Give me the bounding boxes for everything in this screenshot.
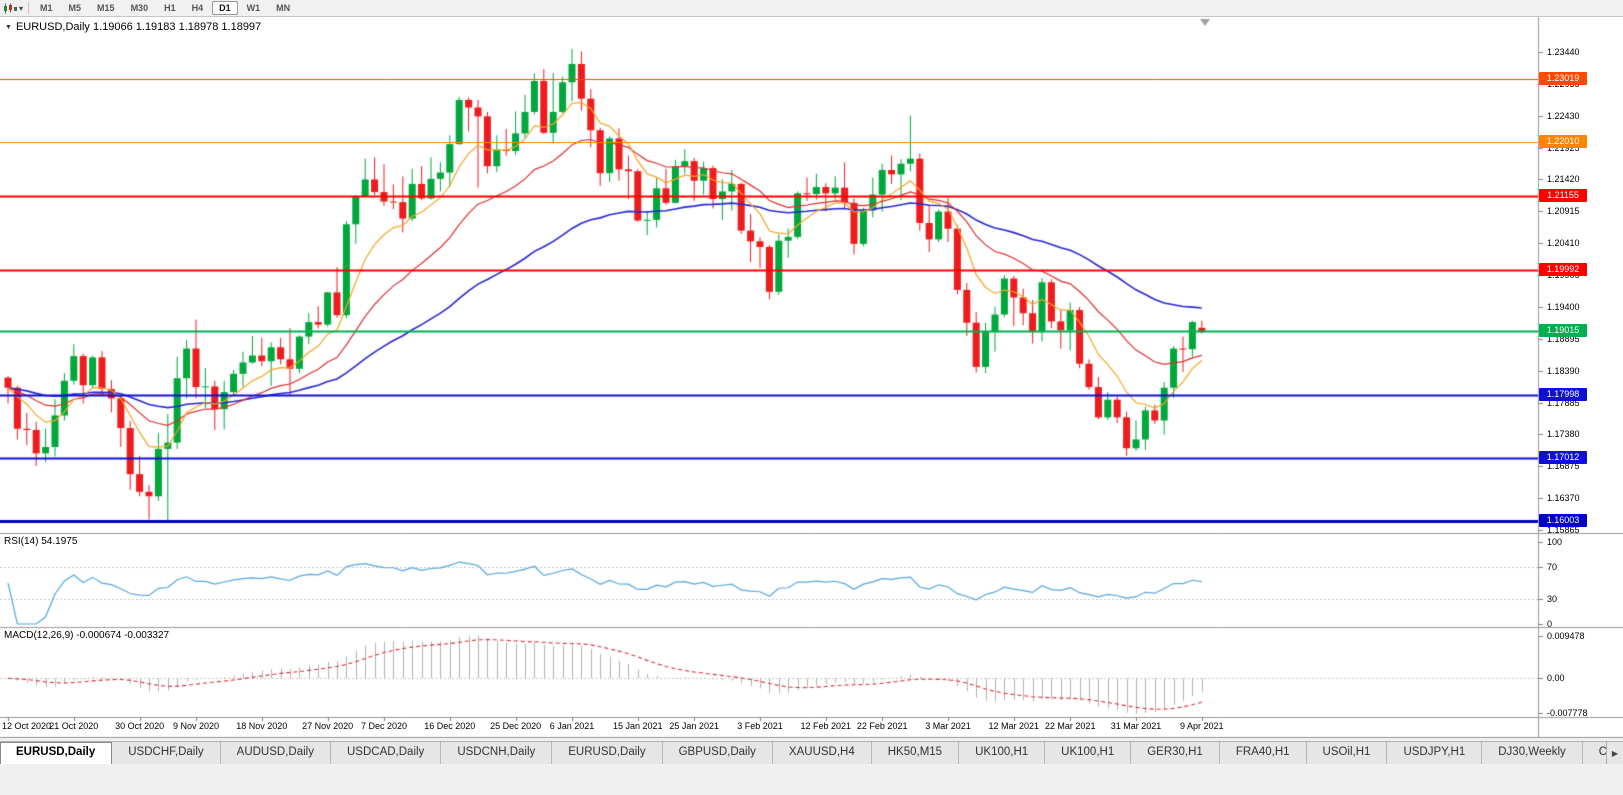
chart-tab-uk100-h1[interactable]: UK100,H1 — [1045, 742, 1132, 764]
chart-tab-gbpusd-daily[interactable]: GBPUSD,Daily — [662, 742, 773, 764]
chart-title: ▼ EURUSD,Daily 1.19066 1.19183 1.18978 1… — [5, 21, 261, 33]
chart-tab-dj30-weekly[interactable]: DJ30,Weekly — [1482, 742, 1583, 764]
timeframe-button-mn[interactable]: MN — [276, 3, 291, 13]
timeframe-button-m15[interactable]: M15 — [97, 3, 115, 13]
chart-tab-usdcnh-daily[interactable]: USDCNH,Daily — [441, 742, 553, 764]
chart-title-text: EURUSD,Daily 1.19066 1.19183 1.18978 1.1… — [15, 21, 262, 33]
timeframe-toolbar: ▾ M1 M5 M15 M30 H1 H4 D1 W1 MN — [0, 0, 1623, 17]
price-chart-canvas[interactable] — [0, 17, 1623, 738]
chart-tab-usdjpy-h1[interactable]: USDJPY,H1 — [1387, 742, 1483, 764]
timeframe-button-m1[interactable]: M1 — [40, 3, 53, 13]
timeframe-button-d1[interactable]: D1 — [212, 1, 238, 15]
timeframe-button-group: M1 M5 M15 M30 H1 H4 D1 W1 MN — [33, 1, 299, 15]
timeframe-button-m5[interactable]: M5 — [68, 3, 82, 13]
chart-tab-ger30-h1[interactable]: GER30,H1 — [1131, 742, 1220, 764]
timeframe-button-h1[interactable]: H1 — [164, 3, 176, 13]
chart-tab-xauusd-h4[interactable]: XAUUSD,H4 — [772, 742, 872, 764]
tab-scroll-right-button[interactable]: ▶ — [1606, 742, 1623, 764]
timeframe-button-w1[interactable]: W1 — [246, 3, 261, 13]
chart-tab-usoil-h1[interactable]: USOil,H1 — [1306, 742, 1388, 764]
chart-tab-usdchf-daily[interactable]: USDCHF,Daily — [112, 742, 221, 764]
chart-tab-usdcad-daily[interactable]: USDCAD,Daily — [330, 742, 442, 764]
chart-window: 1.23440 1.22935 1.22430 1.21925 1.21420 1.209… — [0, 17, 1623, 738]
chart-tab-bar: EURUSD,Daily USDCHF,Daily AUDUSD,Daily USDC… — [0, 741, 1623, 764]
rsi-indicator-label: RSI(14) 54.1975 — [4, 536, 78, 547]
chart-tab-fra40-h1[interactable]: FRA40,H1 — [1219, 742, 1307, 764]
chart-type-dropdown-icon[interactable]: ▾ — [19, 3, 24, 13]
chart-tab-eurusd-daily[interactable]: EURUSD,Daily — [0, 742, 113, 764]
right-arrow-icon: ▶ — [1611, 748, 1619, 758]
chart-tab-hk50-m15[interactable]: HK50,M15 — [871, 742, 960, 764]
toolbar-separator — [28, 2, 30, 14]
chart-tab-uk100-h1[interactable]: UK100,H1 — [959, 742, 1046, 764]
macd-indicator-label: MACD(12,26,9) -0.000674 -0.003327 — [4, 630, 170, 641]
chart-dropdown-icon[interactable]: ▼ — [5, 23, 12, 31]
timeframe-button-m30[interactable]: M30 — [130, 3, 149, 13]
timeframe-button-h4[interactable]: H4 — [191, 3, 204, 13]
chart-type-icon[interactable] — [3, 3, 17, 14]
chart-tabs: EURUSD,Daily USDCHF,Daily AUDUSD,Daily USDC… — [0, 742, 1623, 764]
chart-tab-audusd-daily[interactable]: AUDUSD,Daily — [220, 742, 331, 764]
chart-tab-eurusd-daily[interactable]: EURUSD,Daily — [552, 742, 663, 764]
